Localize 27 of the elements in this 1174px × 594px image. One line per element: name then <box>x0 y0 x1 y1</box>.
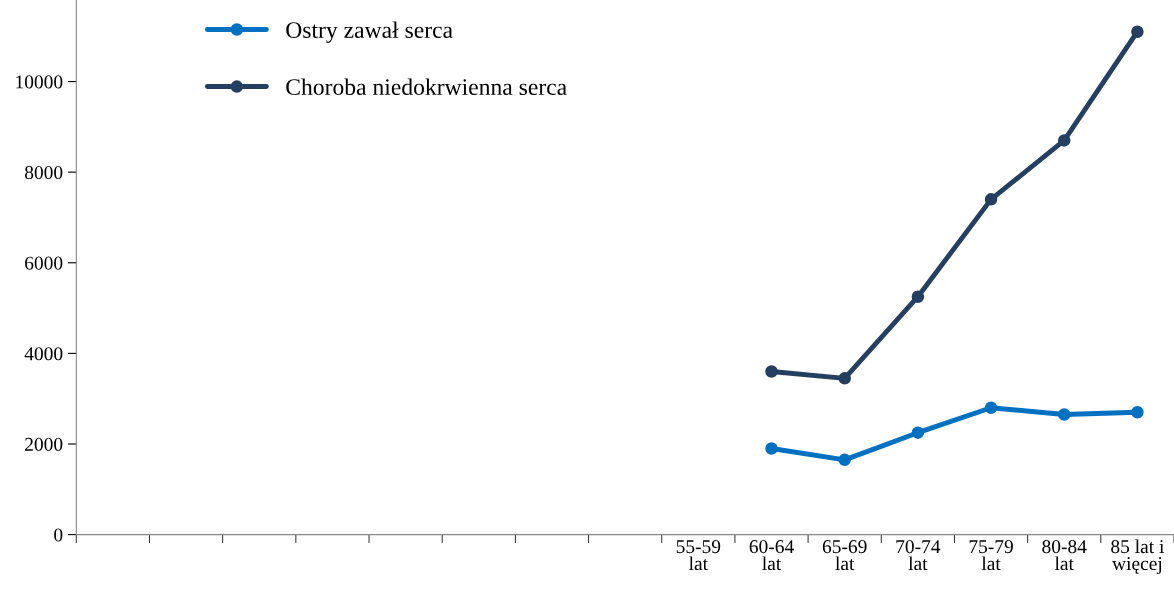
point <box>911 290 925 303</box>
x-tick-label: 70-74 lat <box>896 540 941 571</box>
x-tick-label: 60-64 lat <box>749 540 794 571</box>
point <box>765 442 778 455</box>
x-tick-label: 55-59 lat <box>676 540 721 571</box>
point <box>838 372 851 385</box>
legend-label: Choroba niedokrwienna serca <box>286 78 567 96</box>
point <box>765 365 778 378</box>
y-tick-label: 6000 <box>25 256 63 270</box>
legend-label: Ostry zawał serca <box>286 21 453 43</box>
point <box>984 193 998 206</box>
x-tick-label: 85 lat i więcej <box>1111 539 1165 575</box>
x-tick-label: 75-79 lat <box>969 540 1013 571</box>
y-tick-label: 4000 <box>24 347 63 361</box>
y-tick-label: 10000 <box>16 75 63 89</box>
point <box>1131 25 1144 38</box>
x-tick-label: 65-69 lat <box>822 540 867 571</box>
y-tick-label: 8000 <box>24 165 63 180</box>
point <box>1057 134 1071 147</box>
point <box>1131 406 1144 419</box>
y-tick-label: 2000 <box>25 437 63 451</box>
point <box>911 426 925 439</box>
point <box>984 401 998 414</box>
y-tick-label: 0 <box>54 528 63 542</box>
point <box>1057 408 1071 421</box>
point <box>838 453 851 467</box>
x-tick-label: 80-84 lat <box>1042 540 1087 571</box>
